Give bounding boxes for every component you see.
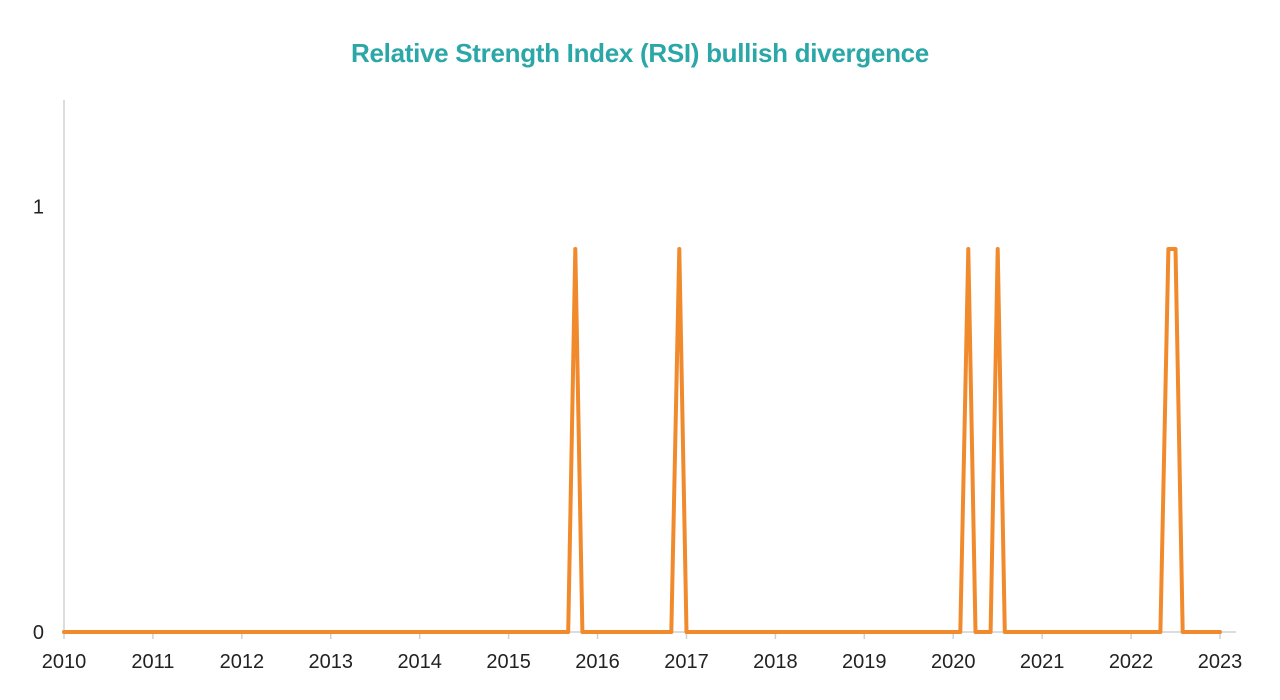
chart-title: Relative Strength Index (RSI) bullish di… <box>351 38 929 68</box>
x-tick-label: 2021 <box>1020 651 1065 673</box>
x-tick-label: 2022 <box>1109 651 1154 673</box>
series-line <box>62 247 1222 634</box>
x-tick-label: 2023 <box>1198 651 1243 673</box>
x-tick-label: 2014 <box>397 651 442 673</box>
x-tick-label: 2018 <box>753 651 798 673</box>
x-tick-label: 2015 <box>486 651 531 673</box>
x-tick-label: 2019 <box>842 651 887 673</box>
x-tick-label: 2020 <box>931 651 976 673</box>
x-tick-label: 2017 <box>664 651 709 673</box>
x-tick-label: 2013 <box>309 651 354 673</box>
y-tick-label: 0 <box>33 622 44 644</box>
x-tick-label: 2010 <box>42 651 87 673</box>
x-tick-label: 2012 <box>220 651 265 673</box>
x-tick-label: 2016 <box>575 651 620 673</box>
x-tick-label: 2011 <box>131 651 174 673</box>
y-tick-label: 1 <box>33 196 44 218</box>
